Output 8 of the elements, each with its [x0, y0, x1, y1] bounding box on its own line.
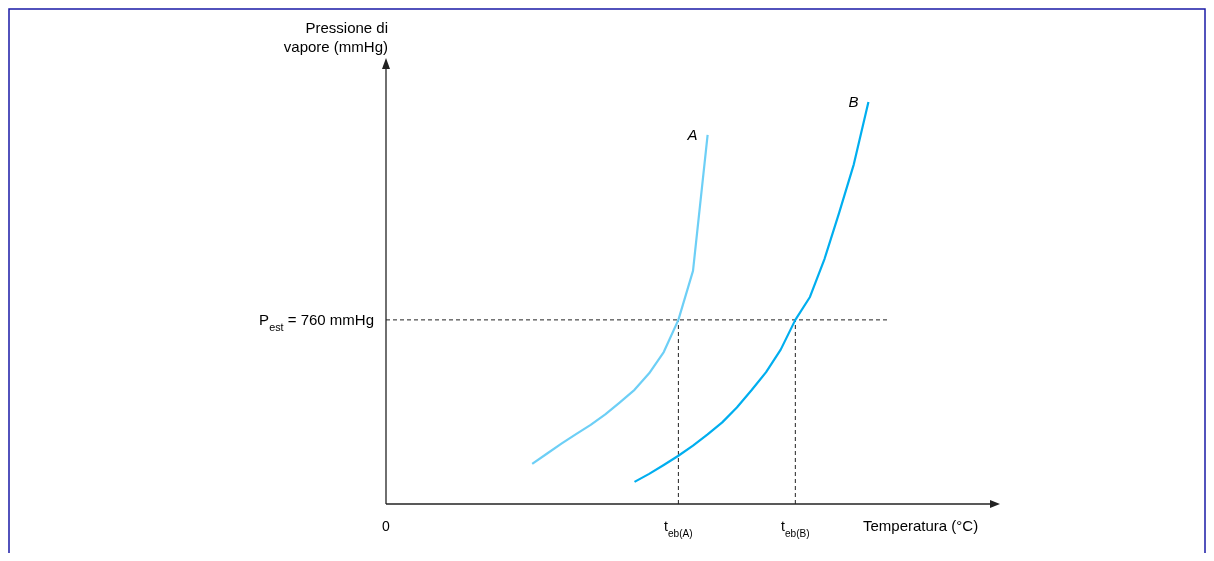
y-axis-title: Pressione di vapore (mmHg)	[283, 19, 388, 55]
series-label: A	[686, 125, 698, 143]
x-axis-title: Temperatura (°C)	[863, 517, 979, 534]
text: P$_{est}$ = 760 mmHg	[259, 310, 374, 333]
series-label: B	[848, 93, 859, 110]
x-tick-label: 0	[382, 518, 391, 534]
x-tick-label: t$_{eb(A)}$	[664, 518, 693, 539]
x-tick-label: t$_{eb(B)}$	[781, 518, 810, 539]
